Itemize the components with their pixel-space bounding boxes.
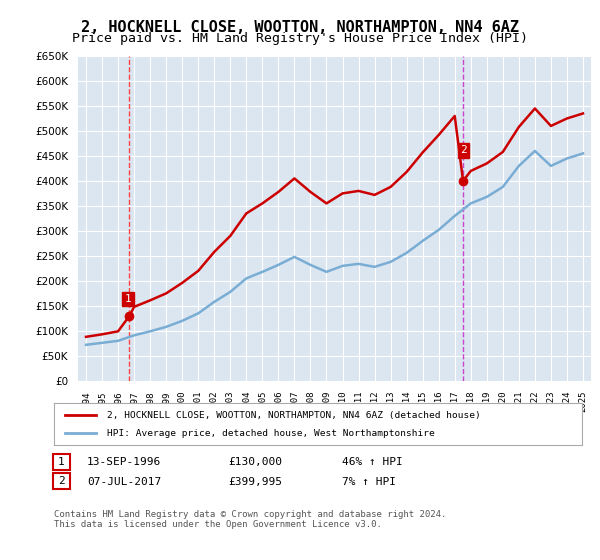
Text: 13-SEP-1996: 13-SEP-1996 bbox=[87, 457, 161, 467]
Text: 2, HOCKNELL CLOSE, WOOTTON, NORTHAMPTON, NN4 6AZ: 2, HOCKNELL CLOSE, WOOTTON, NORTHAMPTON,… bbox=[81, 20, 519, 35]
Text: HPI: Average price, detached house, West Northamptonshire: HPI: Average price, detached house, West… bbox=[107, 429, 434, 438]
Text: 07-JUL-2017: 07-JUL-2017 bbox=[87, 477, 161, 487]
Text: £130,000: £130,000 bbox=[228, 457, 282, 467]
Text: 2: 2 bbox=[58, 477, 65, 486]
Text: Contains HM Land Registry data © Crown copyright and database right 2024.
This d: Contains HM Land Registry data © Crown c… bbox=[54, 510, 446, 529]
Text: 1: 1 bbox=[125, 294, 131, 304]
Text: 7% ↑ HPI: 7% ↑ HPI bbox=[342, 477, 396, 487]
Text: 1: 1 bbox=[58, 457, 65, 466]
Text: 46% ↑ HPI: 46% ↑ HPI bbox=[342, 457, 403, 467]
Text: 2: 2 bbox=[460, 146, 467, 156]
Text: Price paid vs. HM Land Registry's House Price Index (HPI): Price paid vs. HM Land Registry's House … bbox=[72, 32, 528, 45]
Text: £399,995: £399,995 bbox=[228, 477, 282, 487]
Text: 2, HOCKNELL CLOSE, WOOTTON, NORTHAMPTON, NN4 6AZ (detached house): 2, HOCKNELL CLOSE, WOOTTON, NORTHAMPTON,… bbox=[107, 411, 481, 421]
